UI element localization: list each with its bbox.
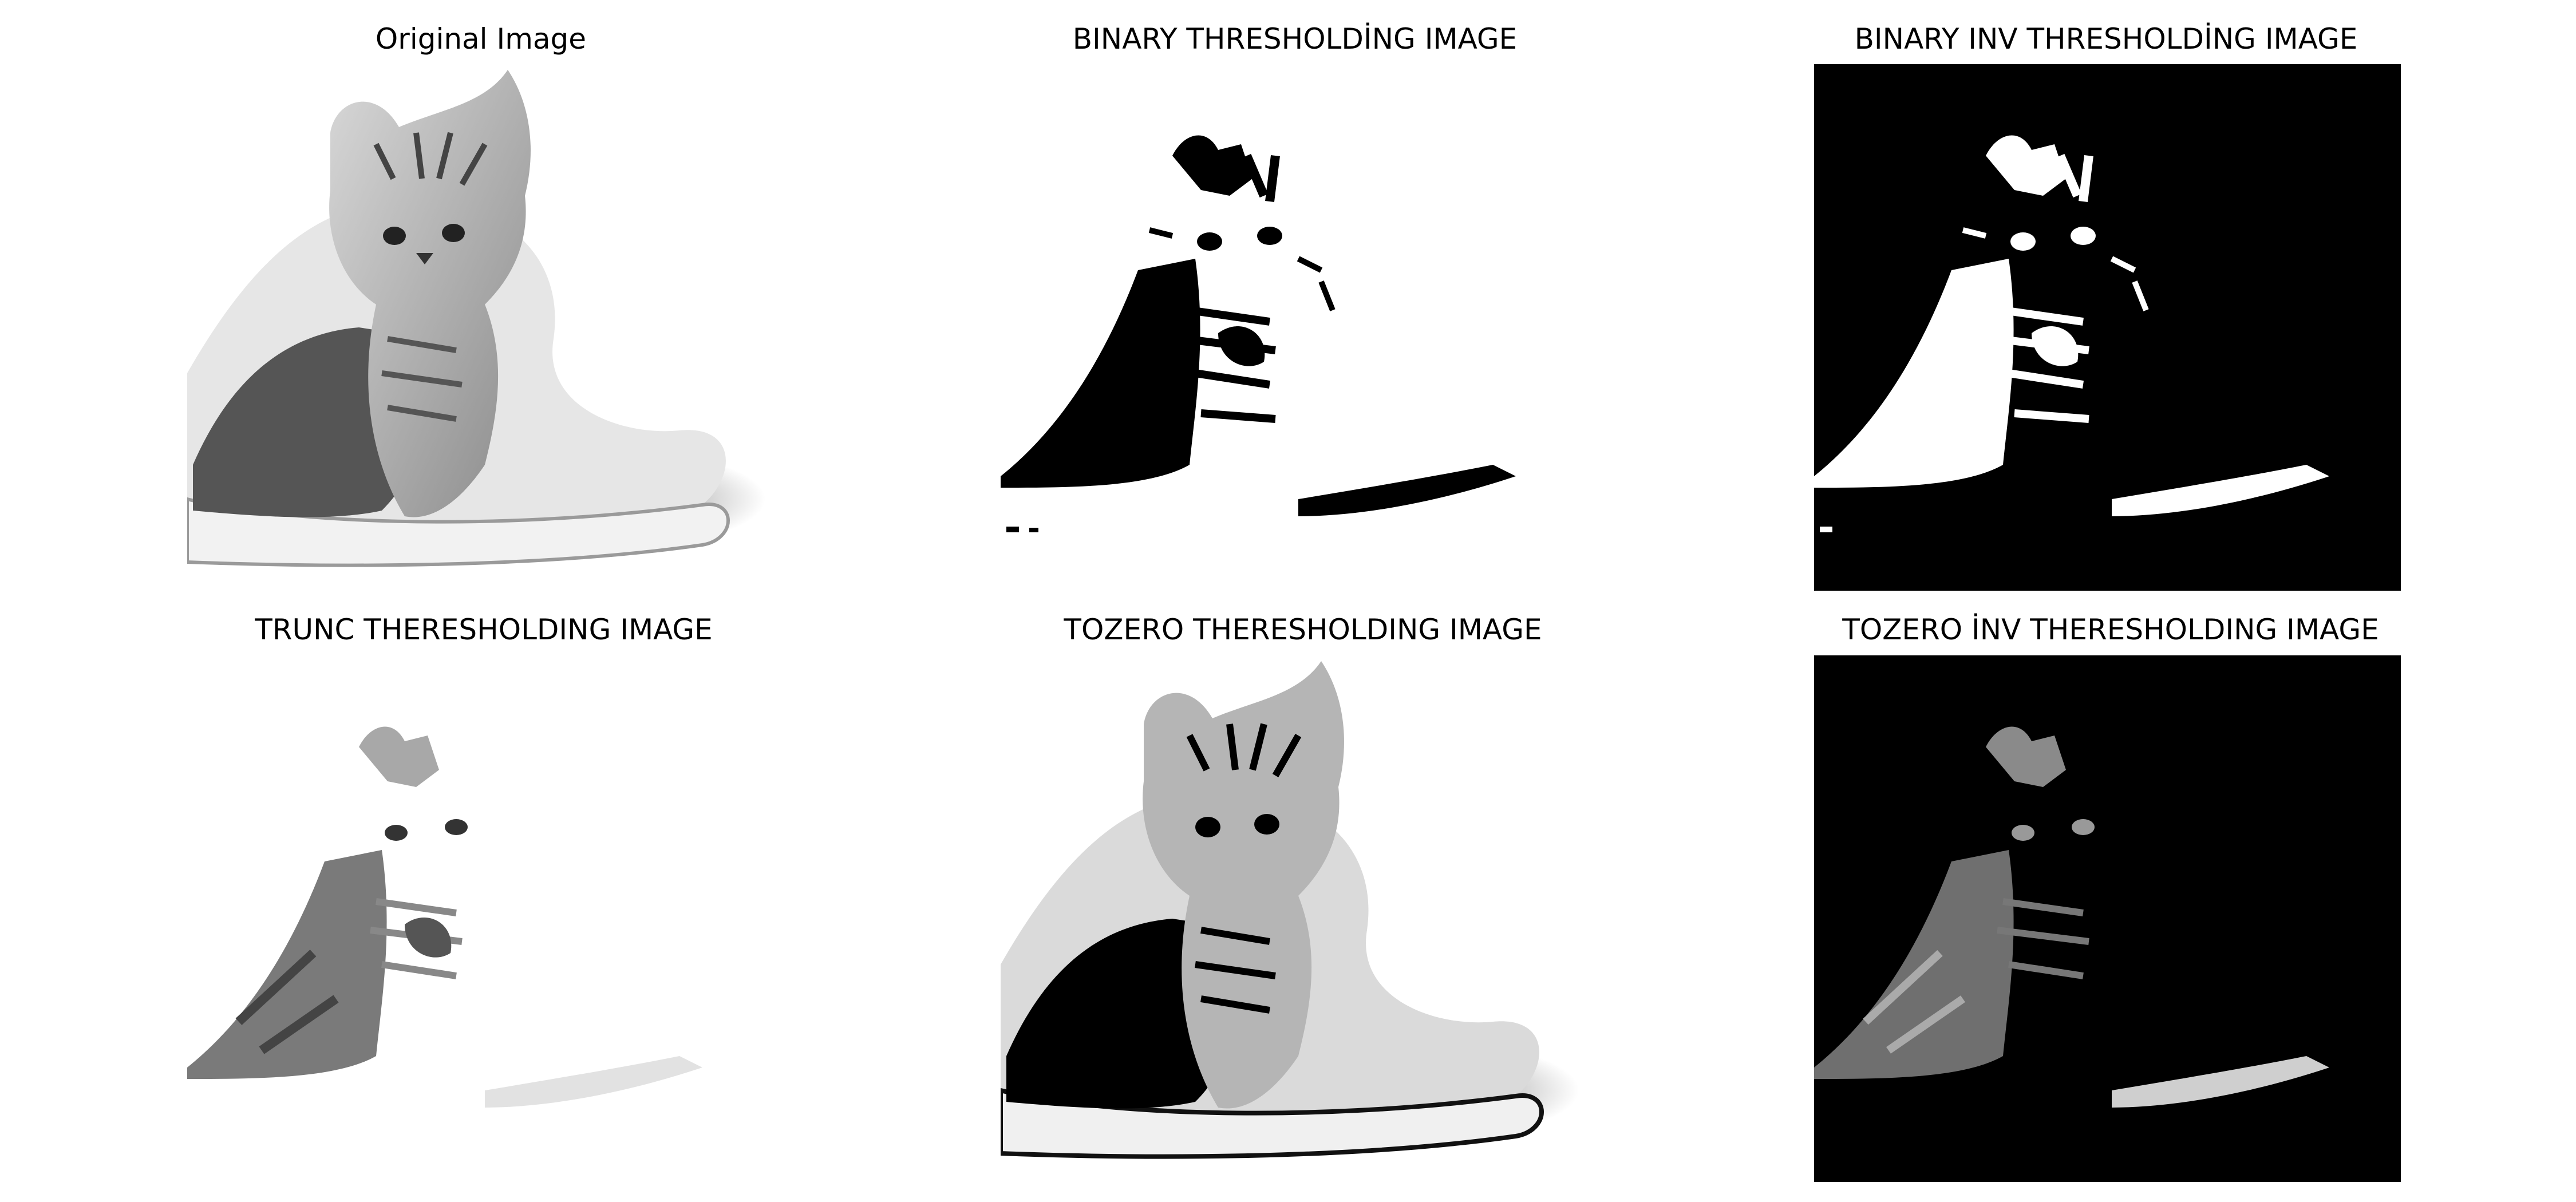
panel-title-original: Original Image — [375, 22, 587, 56]
trunc-threshold-kitten-image — [187, 655, 774, 1182]
panel-title-binary: BINARY THRESHOLDİNG IMAGE — [1072, 22, 1518, 56]
panel-title-tozero-inv: TOZERO İNV THERESHOLDING IMAGE — [1842, 613, 2379, 646]
panel-title-tozero: TOZERO THERESHOLDING IMAGE — [1064, 613, 1542, 646]
tozero-threshold-kitten-image — [1001, 655, 1587, 1182]
original-kitten-image — [187, 64, 774, 591]
panel-title-trunc: TRUNC THERESHOLDING IMAGE — [255, 613, 713, 646]
binary-threshold-kitten-image — [1001, 64, 1587, 591]
panel-title-binary-inv: BINARY INV THRESHOLDİNG IMAGE — [1854, 22, 2358, 56]
binary-inverse-threshold-kitten-image — [1814, 64, 2401, 591]
tozero-inverse-threshold-kitten-image — [1814, 655, 2401, 1182]
